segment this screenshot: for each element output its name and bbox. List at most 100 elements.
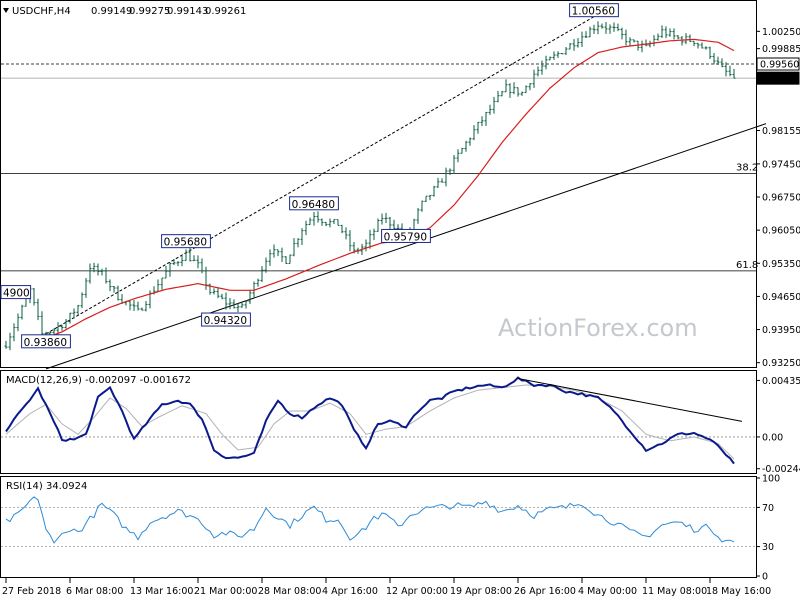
ohlc-close: 0.99261 [205,6,246,17]
candle [252,281,256,298]
candle [584,31,588,38]
rsi-tick-label: 0 [762,572,768,583]
candle [464,140,468,152]
time-tick-label: 18 May 16:00 [706,586,771,597]
candle [208,283,212,295]
candle [720,58,724,68]
candle [432,185,436,197]
candle [732,68,736,79]
candle [36,298,40,321]
price-annotation: 0.95790 [381,228,431,243]
candle [480,116,484,127]
candle [500,90,504,97]
candle [548,56,552,61]
candle [492,96,496,114]
candle [676,34,680,40]
candle [560,52,564,55]
price-annotation: 0.95680 [161,234,211,249]
price-annotation: 0.93860 [21,334,71,349]
candle [8,332,12,351]
time-tick-label: 4 Apr 16:00 [322,586,378,597]
candle [128,300,132,311]
candle [328,218,332,228]
candle [336,219,340,226]
candle [272,244,276,258]
price-panel: ActionForex.com 38.2 61.8 1.00560 0.96480 0… [0,0,767,370]
candle [620,27,624,40]
candle [652,35,656,47]
candle [624,29,628,46]
candle [592,24,596,34]
candle [484,111,488,127]
candle [96,263,100,276]
candle [364,239,368,252]
candle [368,229,372,249]
rsi-tick-label: 30 [762,542,774,553]
time-tick-label: 27 Feb 2018 [2,586,61,597]
candle [424,195,428,203]
price-tick-label: 0.94650 [762,292,800,303]
price-trendlines [45,16,767,370]
macd-panel-frame [0,370,757,474]
candle [112,285,116,293]
candle [472,125,476,141]
candle [728,65,732,77]
candle [504,79,508,93]
candle [516,87,520,97]
candle [596,21,600,35]
candle [604,22,608,34]
annotation-label: 0.95790 [384,231,427,243]
price-tick-label: 0.96050 [762,226,800,237]
candle [92,262,96,273]
ohlc-high: 0.99275 [129,6,170,17]
candle [668,28,672,37]
rsi-axis: 100 70 30 0 [756,474,780,583]
macd-axis: 0.004351 0.00 -0.002448 [756,376,800,475]
time-tick-label: 12 Apr 00:00 [386,586,448,597]
candle [608,24,612,34]
candle [660,25,664,39]
price-candles [4,21,736,351]
candle [344,227,348,240]
candle [436,177,440,188]
candle [460,147,464,154]
annotation-label: 0.94320 [204,315,247,327]
candle [528,83,532,91]
macd-signal-line [5,384,735,460]
price-tag-box [756,57,800,71]
candle [296,238,300,248]
macd-tick-label: -0.002448 [762,464,800,475]
candle [200,258,204,274]
candle [324,221,328,227]
rsi-label: RSI(14) 34.0924 [6,481,87,492]
candle [416,208,420,224]
ohlc-low: 0.99143 [167,6,208,17]
candle [232,299,236,309]
price-annotation: 0.94320 [201,312,251,327]
price-tick-label: 0.96750 [762,193,800,204]
candle [576,38,580,48]
candle [564,47,568,55]
candle [304,220,308,236]
candle [372,228,376,241]
candle [632,39,636,43]
candle [588,26,592,38]
candle [688,34,692,43]
watermark: ActionForex.com [498,314,698,342]
candle [616,23,620,32]
candle [376,218,380,232]
candle [144,300,148,312]
candle [320,218,324,226]
candle [476,121,480,134]
candle [508,83,512,98]
price-annotation: 1.00560 [569,3,619,18]
time-tick-label: 4 May 00:00 [578,586,637,597]
macd-label: MACD(12,26,9) -0.002097 -0.001672 [6,375,191,386]
annotation-label: 0.96480 [292,199,335,211]
price-tick-label: 0.99885 [762,44,800,55]
rsi-line [5,496,735,544]
candle [700,42,704,49]
candle [164,266,168,279]
candle [188,246,192,262]
candle [664,26,668,39]
